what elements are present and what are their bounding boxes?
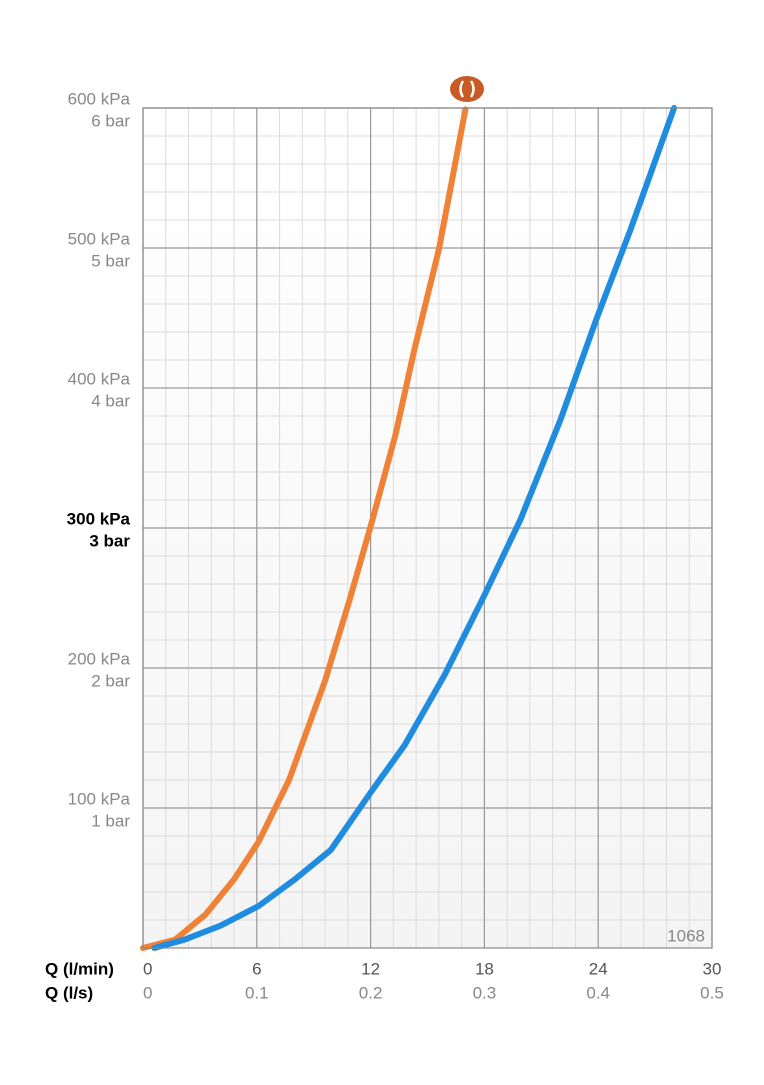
y-tick-label: 400 kPa [68, 369, 131, 388]
y-tick-label: 500 kPa [68, 229, 131, 248]
x-tick-label: 12 [361, 959, 380, 978]
y2-tick-label: 6 bar [91, 111, 130, 130]
annotation: 1068 [667, 926, 705, 945]
marks [140, 105, 678, 951]
x-tick-label: 6 [252, 959, 261, 978]
x-tick-label: 24 [589, 959, 608, 978]
x2-tick-label: 0.1 [245, 983, 269, 1002]
y2-tick-label: 3 bar [89, 531, 130, 550]
series-line [151, 105, 678, 951]
x2-tick-label: 0 [143, 983, 152, 1002]
x2-tick-label: 0.3 [473, 983, 497, 1002]
x2-tick-label: 0.4 [586, 983, 610, 1002]
y-tick-label: 600 kPa [68, 89, 131, 108]
y2-tick-label: 1 bar [91, 811, 130, 830]
plot-border [142, 107, 713, 949]
x-tick-label: 0 [143, 959, 152, 978]
y-tick-label: 100 kPa [68, 789, 131, 808]
y-tick-label: 300 kPa [67, 509, 131, 528]
x2-tick-label: 0.2 [359, 983, 383, 1002]
y-tick-label: 200 kPa [68, 649, 131, 668]
x2-tick-label: 0.5 [700, 983, 724, 1002]
series-line [140, 106, 469, 951]
y2-tick-label: 5 bar [91, 251, 130, 270]
y2-tick-label: 4 bar [91, 391, 130, 410]
x-tick-label: 30 [703, 959, 722, 978]
x-tick-label: 18 [475, 959, 494, 978]
x-axis-label: Q (l/min) [45, 959, 114, 978]
flow-icon [450, 76, 484, 102]
x2-axis-label: Q (l/s) [45, 983, 93, 1002]
y2-tick-label: 2 bar [91, 671, 130, 690]
